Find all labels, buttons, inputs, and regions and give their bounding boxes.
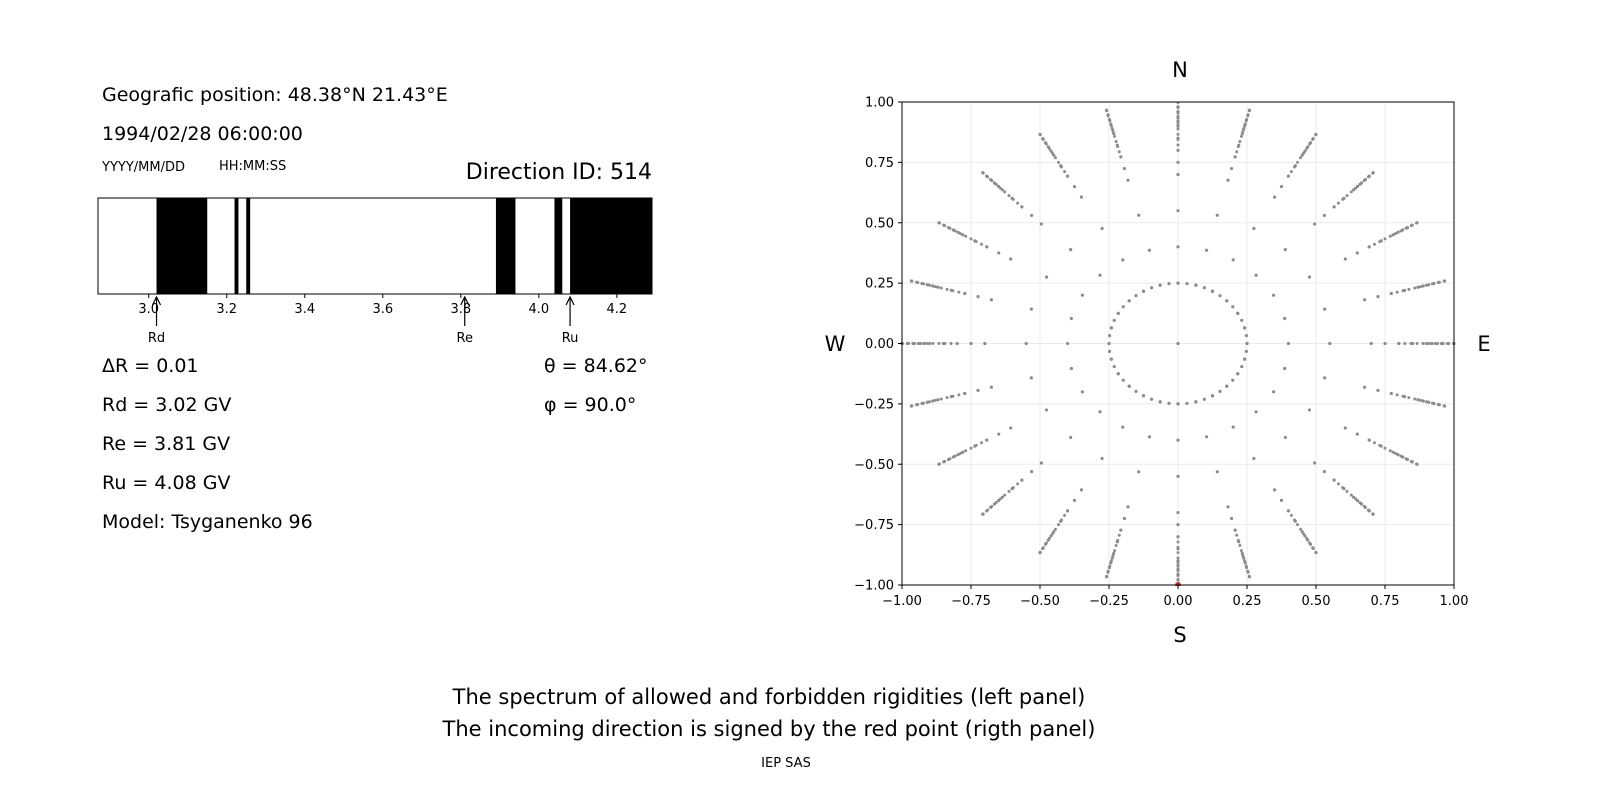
- re-value: Re = 3.81 GV: [102, 433, 231, 455]
- spectrum-x-tick-label: 3.0: [138, 302, 159, 317]
- caption-line-1: The spectrum of allowed and forbidden ri…: [452, 685, 1086, 709]
- spectrum-frame: [97, 197, 653, 295]
- caption-line-2: The incoming direction is signed by the …: [442, 717, 1096, 741]
- model-name: Model: Tsyganenko 96: [102, 511, 313, 533]
- spectrum-x-tick-label: 3.6: [372, 302, 393, 317]
- spectrum-x-tick-label: 3.8: [450, 302, 471, 317]
- spectrum-x-tick-label: 3.2: [216, 302, 237, 317]
- compass-west-label: W: [824, 332, 846, 356]
- marker-arrowhead-rd: [151, 295, 162, 306]
- marker-arrowhead-ru: [565, 295, 575, 306]
- forbidden-band-5: [570, 198, 652, 294]
- compass-north-label: N: [1172, 58, 1188, 82]
- credit-label: IEP SAS: [761, 756, 811, 771]
- compass-south-label: S: [1173, 623, 1187, 647]
- spectrum-x-tick-label: 4.2: [607, 302, 628, 317]
- delta-r-value: ΔR = 0.01: [102, 355, 199, 377]
- direction-id: Direction ID: 514: [465, 160, 652, 185]
- spectrum-x-tick-label: 3.4: [294, 302, 315, 317]
- time-format-label: HH:MM:SS: [219, 159, 287, 174]
- marker-arrowhead-re: [460, 295, 470, 306]
- rd-value: Rd = 3.02 GV: [102, 394, 232, 416]
- forbidden-band-1: [234, 198, 239, 294]
- marker-label-rd: Rd: [148, 331, 165, 346]
- phi-value: φ = 90.0°: [544, 394, 637, 416]
- marker-label-re: Re: [457, 331, 473, 346]
- forbidden-band-2: [246, 198, 251, 294]
- geographic-position: Geografic position: 48.38°N 21.43°E: [102, 84, 448, 106]
- forbidden-band-3: [495, 198, 516, 294]
- ru-value: Ru = 4.08 GV: [102, 472, 231, 494]
- date-format-label: YYYY/MM/DD: [102, 160, 185, 175]
- forbidden-band-0: [156, 198, 208, 294]
- spectrum-x-tick-label: 4.0: [529, 302, 550, 317]
- compass-east-label: E: [1477, 332, 1491, 356]
- forbidden-band-4: [554, 198, 563, 294]
- theta-value: θ = 84.62°: [544, 355, 648, 377]
- marker-label-ru: Ru: [562, 331, 579, 346]
- date-time: 1994/02/28 06:00:00: [102, 123, 303, 145]
